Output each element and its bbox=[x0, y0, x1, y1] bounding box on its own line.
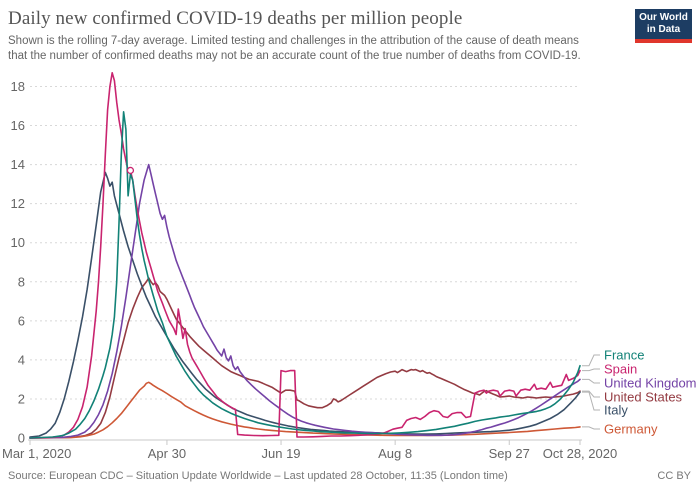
legend-label-spain[interactable]: Spain bbox=[604, 362, 637, 377]
y-axis-label-14: 14 bbox=[11, 157, 25, 172]
y-axis-label-6: 6 bbox=[18, 313, 25, 328]
legend-connector-germany bbox=[582, 426, 600, 430]
series-line-united-kingdom[interactable] bbox=[29, 163, 581, 439]
owid-logo-line-2: in Data bbox=[646, 24, 681, 35]
legend-label-italy[interactable]: Italy bbox=[604, 403, 628, 418]
series-line-france[interactable] bbox=[29, 111, 581, 439]
owid-logo-line-1: Our World bbox=[639, 12, 688, 23]
x-axis-label: Jun 19 bbox=[262, 446, 301, 461]
source-note: Source: European CDC – Situation Update … bbox=[8, 470, 508, 482]
legend-connector-united-states bbox=[582, 390, 600, 398]
series-line-italy[interactable] bbox=[29, 171, 581, 438]
legend-label-germany[interactable]: Germany bbox=[604, 422, 658, 437]
y-axis-label-0: 0 bbox=[18, 431, 25, 446]
legend-connector-italy bbox=[582, 391, 600, 411]
legend-connector-france bbox=[582, 354, 600, 367]
x-axis-label: Apr 30 bbox=[148, 446, 186, 461]
legend-label-france[interactable]: France bbox=[604, 348, 644, 363]
page-title: Daily new confirmed COVID-19 deaths per … bbox=[8, 8, 463, 29]
subtitle-line-2: that the number of confirmed deaths may … bbox=[8, 49, 581, 62]
x-axis-label: Sep 27 bbox=[489, 446, 530, 461]
x-axis-label: Mar 1, 2020 bbox=[2, 446, 71, 461]
license-badge: CC BY bbox=[657, 470, 691, 482]
y-axis-label-8: 8 bbox=[18, 274, 25, 289]
y-axis-label-10: 10 bbox=[11, 235, 25, 250]
legend-connector-spain bbox=[582, 368, 600, 372]
owid-logo[interactable]: Our World in Data bbox=[635, 9, 692, 43]
x-axis-label: Oct 28, 2020 bbox=[543, 446, 617, 461]
legend-label-united-states[interactable]: United States bbox=[604, 390, 683, 405]
series-line-germany[interactable] bbox=[29, 381, 581, 439]
y-axis-label-2: 2 bbox=[18, 391, 25, 406]
legend-connector-united-kingdom bbox=[582, 378, 600, 384]
footer: Source: European CDC – Situation Update … bbox=[8, 470, 691, 482]
subtitle-line-1: Shown is the rolling 7-day average. Limi… bbox=[8, 35, 579, 47]
y-axis-label-4: 4 bbox=[18, 352, 25, 367]
y-axis-label-16: 16 bbox=[11, 118, 25, 133]
chart-subtitle: Shown is the rolling 7-day average. Limi… bbox=[8, 34, 623, 63]
y-axis-label-12: 12 bbox=[11, 196, 25, 211]
series-line-united-states[interactable] bbox=[29, 277, 581, 439]
legend-label-united-kingdom[interactable]: United Kingdom bbox=[604, 376, 697, 391]
data-point-marker bbox=[126, 166, 135, 175]
y-axis-label-18: 18 bbox=[11, 79, 25, 94]
x-axis-label: Aug 8 bbox=[378, 446, 412, 461]
